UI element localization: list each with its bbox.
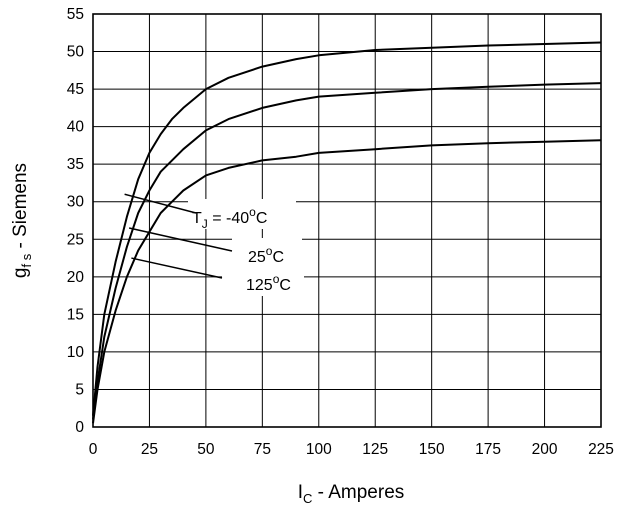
annotation-leader-line xyxy=(124,193,197,214)
x-axis-title: IC - Amperes xyxy=(298,482,405,506)
y-tick-label: 30 xyxy=(67,194,85,211)
y-tick-label: 15 xyxy=(67,306,84,323)
annotation-leader-line xyxy=(128,227,233,252)
y-axis-title-main: g xyxy=(10,267,31,278)
annotation-label: 25oC xyxy=(248,244,284,266)
x-tick-labels: 0 25 50 75 100 125 150 175 200 225 xyxy=(89,441,614,458)
y-axis-title: gf s - Siemens xyxy=(10,163,34,278)
y-tick-label: 5 xyxy=(75,381,84,398)
x-axis-title-rest: - Amperes xyxy=(312,482,404,503)
y-tick-labels: 0 5 10 15 20 25 30 35 40 45 50 55 xyxy=(67,6,85,436)
plot-frame xyxy=(92,13,602,428)
y-tick-label: 25 xyxy=(67,231,84,248)
y-tick-label: 10 xyxy=(67,344,85,361)
x-tick-label: 150 xyxy=(419,441,445,458)
grid xyxy=(92,13,602,428)
series-line-2 xyxy=(92,139,602,424)
x-tick-label: 75 xyxy=(254,441,271,458)
y-tick-label: 20 xyxy=(67,269,85,286)
x-tick-label: 125 xyxy=(362,441,388,458)
y-tick-label: 0 xyxy=(75,419,84,436)
y-tick-label: 35 xyxy=(67,156,84,173)
annotation-label: TJ = -40oC xyxy=(192,205,267,231)
x-tick-label: 0 xyxy=(89,441,98,458)
annotation-label-background xyxy=(188,199,296,229)
annotation-leader-line xyxy=(131,257,223,279)
annotation-label-background xyxy=(232,238,302,268)
x-tick-label: 175 xyxy=(475,441,501,458)
annotation-label: 125oC xyxy=(246,272,291,294)
x-tick-label: 200 xyxy=(532,441,558,458)
x-tick-label: 100 xyxy=(306,441,332,458)
y-tick-label: 45 xyxy=(67,81,84,98)
x-tick-label: 225 xyxy=(588,441,614,458)
annotation-label-background xyxy=(222,264,304,296)
series-group xyxy=(92,41,602,424)
x-axis-title-main: I xyxy=(298,482,303,503)
y-axis-title-sub: f s xyxy=(19,253,34,267)
x-tick-label: 25 xyxy=(141,441,158,458)
y-tick-label: 50 xyxy=(67,44,85,61)
y-tick-label: 55 xyxy=(67,6,84,23)
annotations: TJ = -40oC 25oC 125oC xyxy=(124,193,304,296)
x-tick-label: 50 xyxy=(197,441,215,458)
series-line-1 xyxy=(92,82,602,420)
series-line-0 xyxy=(92,41,602,416)
y-axis-title-rest: - Siemens xyxy=(10,163,31,254)
y-tick-label: 40 xyxy=(67,119,85,136)
x-axis-title-sub: C xyxy=(303,491,312,506)
